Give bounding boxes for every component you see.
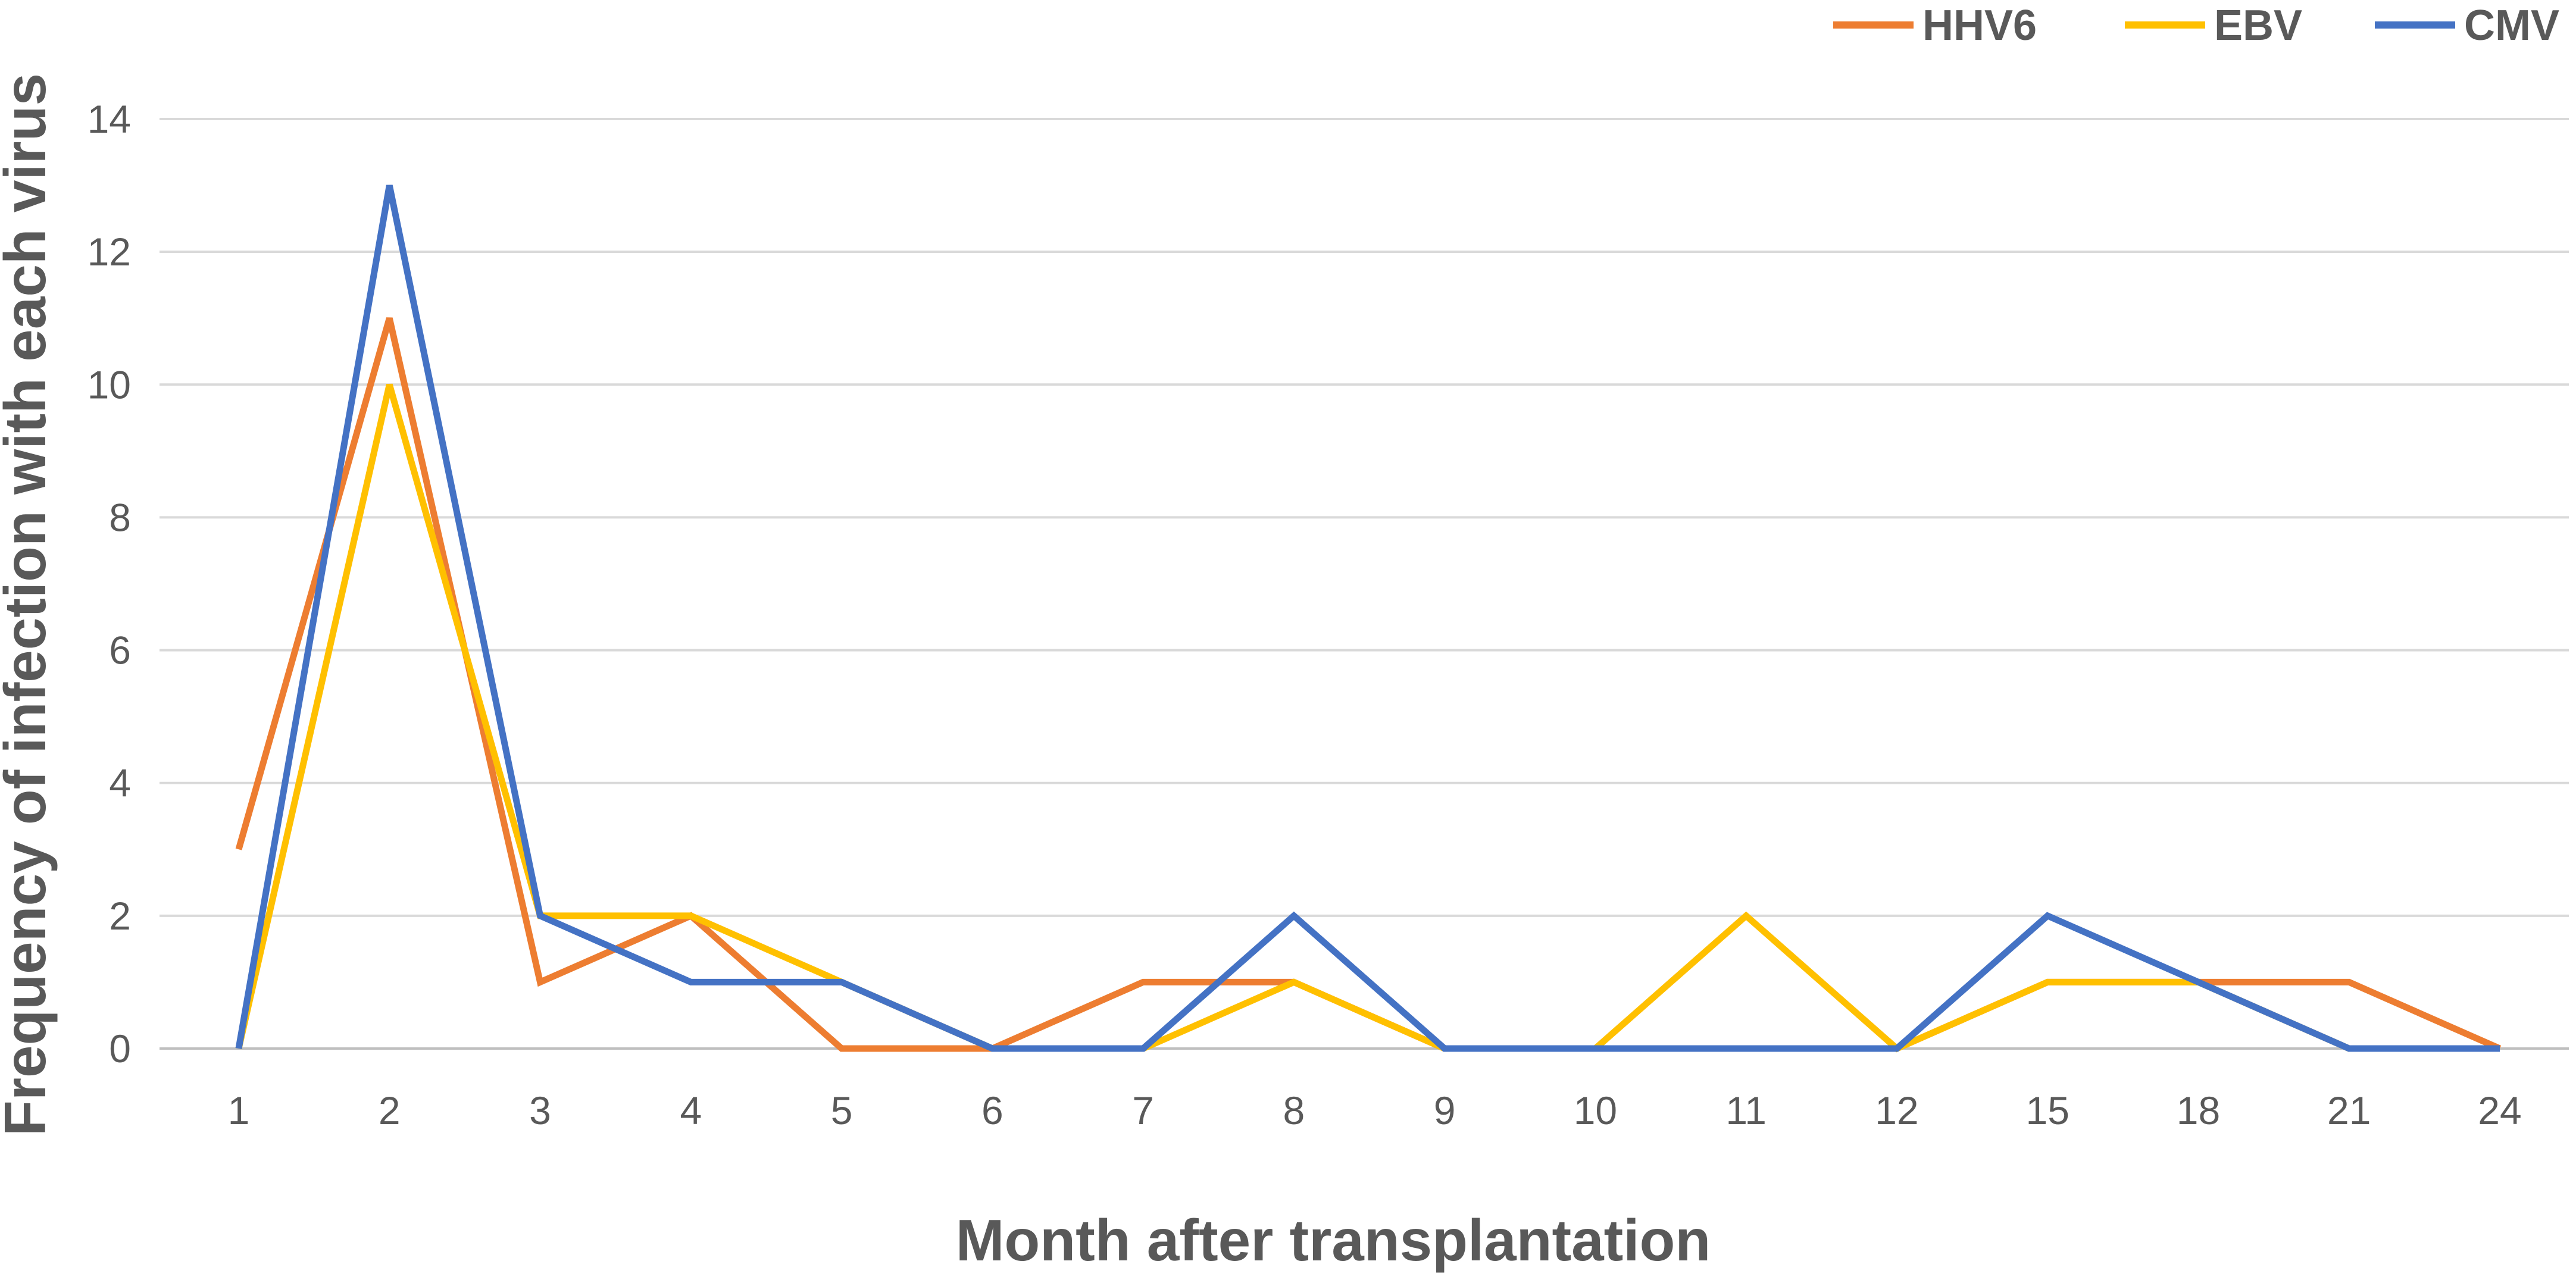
y-tick-label: 12 [87,230,131,274]
y-tick-label: 8 [109,495,131,539]
x-tick-label: 24 [2478,1088,2521,1132]
y-tick-label: 10 [87,362,131,406]
x-tick-label: 6 [981,1088,1003,1132]
legend-item-ebv: EBV [2125,2,2302,49]
y-axis-title: Frequency of infection with each virus [0,73,58,1136]
x-tick-label: 9 [1434,1088,1456,1132]
x-tick-label: 10 [1574,1088,1617,1132]
y-tick-label: 2 [109,894,131,938]
legend-label: HHV6 [1922,2,2037,49]
legend-label: EBV [2214,2,2302,49]
legend-item-hhv6: HHV6 [1833,2,2037,49]
y-tick-label: 0 [109,1027,131,1071]
x-tick-label: 8 [1283,1088,1305,1132]
y-tick-label: 14 [87,97,131,141]
x-tick-label: 2 [379,1088,401,1132]
y-tick-label: 6 [109,628,131,672]
x-tick-label: 15 [2025,1088,2069,1132]
series-lines [235,184,2502,1053]
x-tick-label: 1 [228,1088,250,1132]
x-tick-label: 18 [2177,1088,2220,1132]
series-line-ebv [235,383,2500,1053]
x-tick-label: 7 [1132,1088,1154,1132]
y-tick-label: 4 [109,761,131,805]
x-tick-label: 3 [529,1088,551,1132]
x-tick-label: 5 [831,1088,853,1132]
x-axis-ticks: 1 2 3 4 5 6 7 8 9 10 11 12 15 18 21 24 [228,1088,2522,1132]
x-tick-label: 21 [2327,1088,2371,1132]
x-axis-title: Month after transplantation [956,1207,1711,1273]
x-tick-label: 11 [1725,1088,1767,1132]
y-axis-ticks: 0 2 4 6 8 10 12 14 [87,97,131,1071]
x-tick-label: 12 [1875,1088,1918,1132]
legend-item-cmv: CMV [2375,2,2559,49]
legend: HHV6 EBV CMV [1833,2,2559,49]
legend-label: CMV [2464,2,2559,49]
series-line-hhv6 [235,317,2502,1052]
series-line-cmv [235,184,2500,1052]
x-tick-label: 4 [680,1088,702,1132]
